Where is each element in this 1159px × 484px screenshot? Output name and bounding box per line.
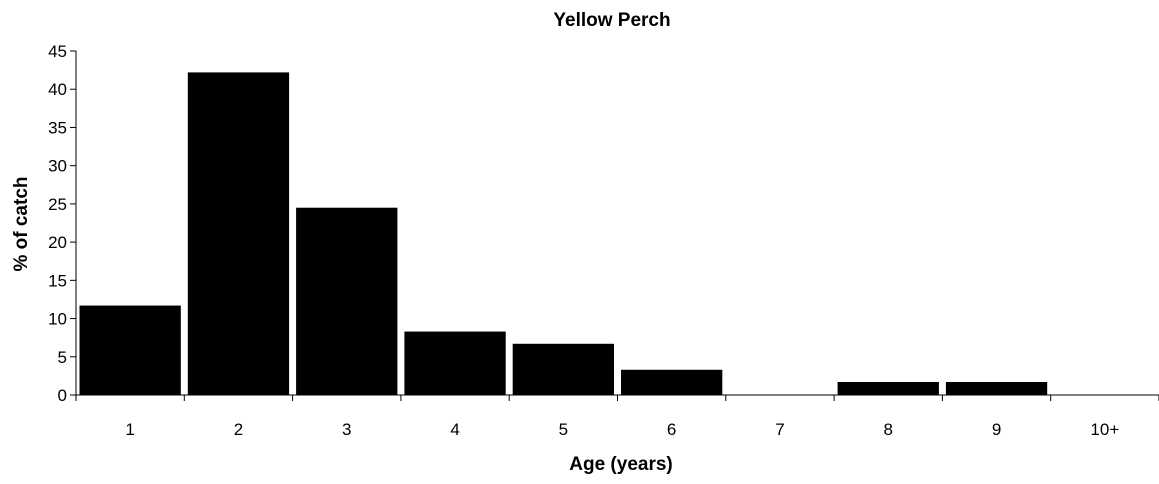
bar-age-4 bbox=[404, 331, 506, 395]
bar-age-6 bbox=[621, 369, 723, 395]
chart-title: Yellow Perch bbox=[553, 10, 670, 31]
bar-age-9 bbox=[945, 382, 1048, 395]
x-tick-label: 8 bbox=[884, 420, 893, 439]
y-tick-label: 10 bbox=[48, 310, 67, 329]
x-tick-label: 7 bbox=[775, 420, 784, 439]
bar-age-8 bbox=[837, 382, 939, 395]
bar-age-3 bbox=[296, 207, 398, 395]
y-tick-label: 35 bbox=[48, 118, 67, 137]
y-tick-label: 30 bbox=[48, 157, 67, 176]
bars-layer bbox=[79, 72, 1048, 395]
x-tick-label: 10+ bbox=[1090, 420, 1119, 439]
bar-age-1 bbox=[79, 305, 181, 395]
x-axis-label: Age (years) bbox=[569, 454, 673, 475]
x-tick-label: 3 bbox=[342, 420, 351, 439]
x-tick-label: 1 bbox=[125, 420, 134, 439]
y-axis-label: % of catch bbox=[11, 176, 32, 271]
x-tick-label: 6 bbox=[667, 420, 676, 439]
x-tick-label: 2 bbox=[234, 420, 243, 439]
y-tick-label: 20 bbox=[48, 233, 67, 252]
bar-age-2 bbox=[187, 72, 290, 395]
y-tick-label: 45 bbox=[48, 42, 67, 61]
y-tick-label: 25 bbox=[48, 195, 67, 214]
y-tick-label: 5 bbox=[58, 348, 67, 367]
y-tick-label: 15 bbox=[48, 271, 67, 290]
x-tick-label: 5 bbox=[559, 420, 568, 439]
y-tick-label: 40 bbox=[48, 80, 67, 99]
x-tick-label: 4 bbox=[450, 420, 459, 439]
y-tick-label: 0 bbox=[58, 386, 67, 405]
x-tick-label: 9 bbox=[992, 420, 1001, 439]
bar-age-5 bbox=[512, 343, 614, 395]
